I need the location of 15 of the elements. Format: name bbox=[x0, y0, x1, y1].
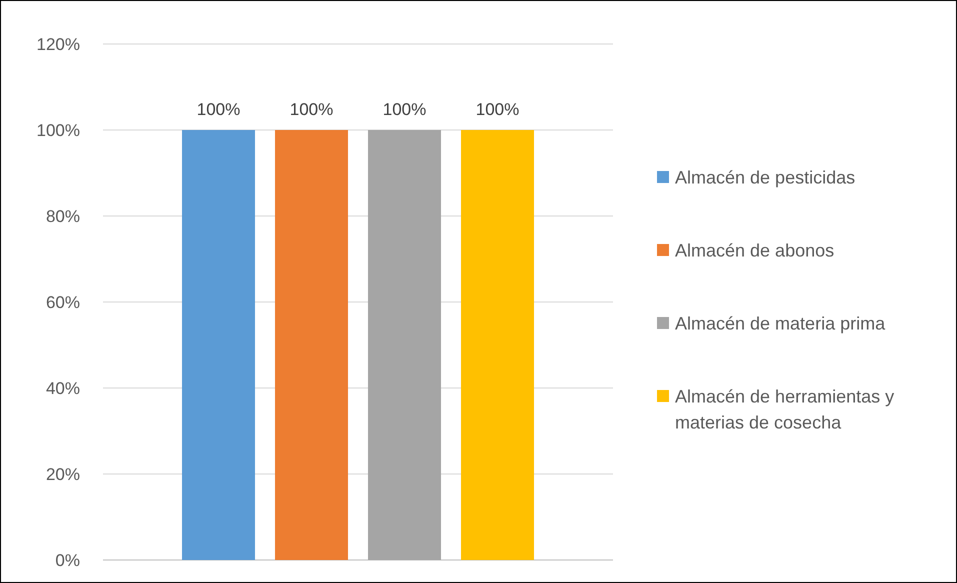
y-tick-label: 40% bbox=[46, 378, 80, 398]
data-label: 100% bbox=[382, 100, 426, 119]
y-tick-label: 120% bbox=[36, 34, 80, 54]
legend-label: Almacén de materia prima bbox=[675, 313, 886, 334]
legend-label: Almacén de herramientas y materias de cosecha bbox=[675, 386, 894, 432]
legend-label: Almacén de pesticidas bbox=[675, 167, 856, 188]
y-tick-label: 60% bbox=[46, 292, 80, 312]
data-label: 100% bbox=[290, 100, 334, 119]
y-tick-label: 80% bbox=[46, 206, 80, 226]
y-tick-label: 0% bbox=[55, 550, 80, 570]
y-tick-label: 20% bbox=[46, 464, 80, 484]
data-label: 100% bbox=[196, 100, 240, 119]
data-label: 100% bbox=[476, 100, 520, 119]
y-tick-label: 100% bbox=[36, 120, 80, 140]
legend-label: Almacén de abonos bbox=[675, 240, 834, 260]
